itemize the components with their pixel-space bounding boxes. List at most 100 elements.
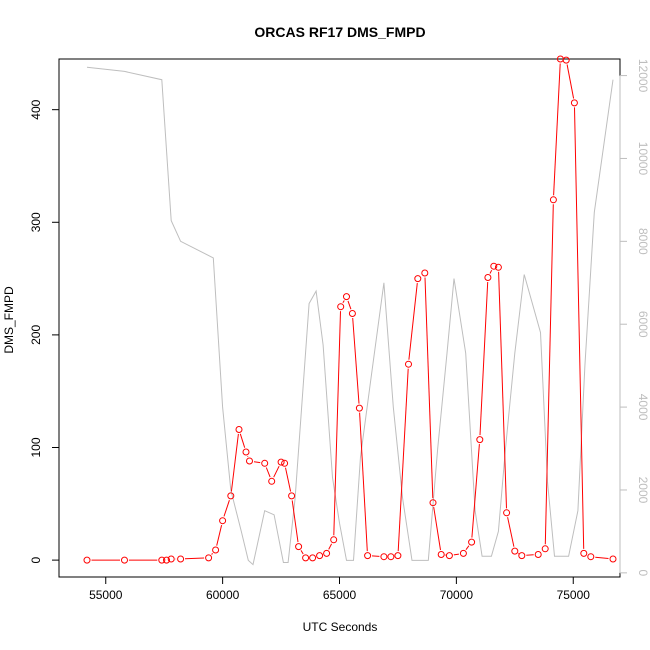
x-axis: 55000 60000 65000 70000 75000: [89, 576, 591, 602]
series-segment: [471, 444, 480, 538]
series-segment: [300, 550, 304, 555]
data-point: [355, 404, 363, 412]
data-point: [445, 552, 453, 560]
series-layer: [83, 55, 617, 566]
data-point: [158, 556, 166, 564]
series-line-right-axis: [86, 66, 614, 566]
series-segment: [453, 553, 459, 556]
data-point: [587, 553, 595, 561]
data-point: [484, 274, 492, 281]
series-segment: [371, 555, 380, 557]
y-tick-label: 200: [29, 325, 43, 345]
y2-tick-label: 6000: [636, 311, 650, 338]
y-tick-label: 100: [29, 437, 43, 457]
chart-title: ORCAS RF17 DMS_FMPD: [254, 24, 425, 40]
data-point: [227, 492, 235, 500]
data-point: [295, 543, 303, 551]
data-point: [405, 360, 412, 368]
data-point: [316, 552, 324, 560]
y2-axis: 0 2000 4000 6000 8000 10000 12000: [619, 59, 650, 577]
series-segment: [574, 107, 585, 549]
data-point: [570, 99, 578, 107]
series-segment: [211, 552, 213, 555]
y-axis: 0 100 200 300 400: [29, 99, 60, 563]
series-segment: [544, 204, 554, 545]
series-segment: [291, 500, 299, 543]
x-tick-label: 75000: [557, 588, 591, 602]
data-point: [337, 303, 345, 311]
data-point: [242, 448, 250, 456]
y2-tick-label: 0: [636, 570, 650, 577]
series-segment: [479, 281, 489, 436]
series-segment: [265, 467, 271, 478]
data-point: [205, 554, 213, 562]
x-tick-label: 60000: [206, 588, 240, 602]
x-tick-label: 70000: [440, 588, 474, 602]
series-segment: [359, 412, 368, 552]
data-point: [348, 310, 356, 317]
data-point: [83, 556, 91, 564]
series-segment: [566, 64, 575, 99]
data-point: [343, 293, 350, 301]
data-point: [212, 546, 220, 554]
series-segment: [408, 283, 418, 360]
data-point: [288, 492, 296, 500]
series-segment: [184, 557, 205, 560]
y2-tick-label: 10000: [636, 142, 650, 176]
data-point: [494, 263, 502, 271]
y-tick-label: 300: [29, 212, 43, 232]
series-segment: [433, 507, 441, 551]
series-segment: [595, 556, 609, 559]
data-point: [163, 556, 170, 564]
series-segment: [352, 317, 360, 404]
series-segment: [498, 271, 507, 509]
data-point: [549, 196, 557, 204]
data-point: [387, 553, 395, 561]
data-point: [580, 549, 588, 557]
series-segment: [273, 465, 280, 478]
y-tick-label: 400: [29, 99, 43, 119]
data-point: [235, 426, 243, 433]
x-tick-label: 55000: [89, 588, 123, 602]
data-point: [429, 499, 437, 507]
data-point: [261, 459, 269, 467]
series-segment: [216, 524, 223, 546]
y2-tick-label: 4000: [636, 394, 650, 421]
data-point: [394, 552, 402, 560]
x-tick-label: 65000: [323, 588, 357, 602]
series-segment: [223, 500, 230, 517]
x-axis-label: UTC Seconds: [303, 620, 378, 634]
data-point: [167, 555, 175, 563]
data-point: [177, 555, 185, 563]
data-point: [309, 554, 317, 562]
series-segment: [239, 433, 246, 448]
series-segment: [342, 300, 345, 304]
data-point: [421, 269, 429, 277]
data-point: [323, 549, 331, 557]
y-tick-label: 0: [29, 556, 43, 563]
data-point: [121, 556, 128, 564]
series-segment: [328, 543, 333, 550]
data-point: [437, 551, 445, 558]
data-point: [219, 517, 227, 525]
data-point: [246, 457, 253, 465]
data-point: [281, 459, 289, 467]
data-point: [490, 262, 498, 270]
data-point: [459, 549, 467, 557]
data-point: [302, 554, 310, 562]
series-segment: [253, 461, 261, 464]
series-segment: [333, 311, 341, 536]
data-point: [380, 553, 388, 561]
series-segment: [285, 467, 292, 492]
series-segment: [489, 269, 493, 274]
data-point: [503, 509, 511, 517]
data-point: [330, 536, 338, 544]
data-point: [518, 552, 526, 560]
data-point: [268, 477, 276, 485]
data-point: [414, 275, 422, 283]
y2-tick-label: 12000: [636, 59, 650, 93]
series-segment: [347, 300, 352, 310]
data-point: [476, 436, 484, 444]
plot-frame: [58, 58, 621, 578]
